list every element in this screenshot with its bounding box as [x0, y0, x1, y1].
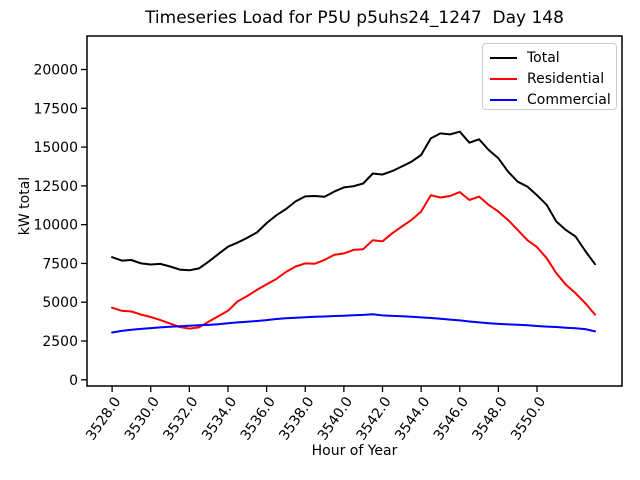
x-tick-label: 3542.0: [354, 394, 395, 443]
chart-title: Timeseries Load for P5U p5uhs24_1247 Day…: [145, 8, 564, 28]
x-tick-label: 3528.0: [83, 394, 124, 443]
y-tick-label: 0: [69, 373, 78, 389]
legend-label-total: Total: [527, 49, 560, 66]
legend-entry-commercial: Commercial: [490, 89, 616, 110]
x-tick-label: 3546.0: [431, 394, 472, 443]
y-tick-label: 12500: [33, 179, 78, 195]
x-tick-label: 3532.0: [160, 394, 201, 443]
y-tick-label: 2500: [42, 334, 78, 350]
y-tick-label: 5000: [42, 295, 78, 311]
residential-line-swatch: [490, 77, 517, 80]
axes-frame: [86, 35, 623, 387]
y-tick-label: 7500: [42, 256, 78, 272]
x-tick-label: 3536.0: [238, 394, 279, 443]
x-tick-label: 3548.0: [469, 394, 510, 443]
y-tick-label: 17500: [33, 101, 78, 117]
residential-line: [111, 191, 596, 330]
x-axis-label: Hour of Year: [311, 443, 398, 459]
x-tick-label: 3538.0: [276, 394, 317, 443]
x-tick-label: 3544.0: [392, 394, 433, 443]
legend: Total Residential Commercial: [482, 43, 617, 110]
commercial-line-swatch: [490, 98, 517, 101]
x-tick-label: 3550.0: [508, 394, 549, 443]
legend-entry-total: Total: [490, 47, 616, 68]
legend-entry-residential: Residential: [490, 68, 616, 89]
y-tick-label: 10000: [33, 218, 78, 234]
x-tick-label: 3534.0: [199, 394, 240, 443]
legend-label-commercial: Commercial: [527, 91, 611, 108]
total-line: [111, 130, 596, 272]
y-axis-label: kW total: [17, 176, 33, 236]
legend-label-residential: Residential: [527, 70, 605, 87]
y-tick-label: 15000: [33, 140, 78, 156]
total-line-swatch: [490, 56, 517, 59]
commercial-line: [111, 313, 596, 334]
x-tick-label: 3540.0: [315, 394, 356, 443]
y-tick-label: 20000: [33, 63, 78, 79]
x-tick-label: 3530.0: [122, 394, 163, 443]
